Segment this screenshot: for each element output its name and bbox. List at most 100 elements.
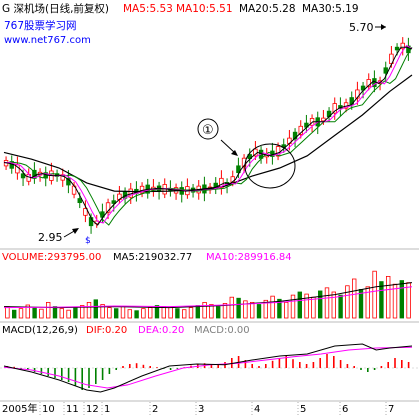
month-label: 10 xyxy=(42,404,55,415)
volume-bar xyxy=(399,280,404,319)
volume-bar xyxy=(18,308,24,319)
volume-bar xyxy=(209,304,214,319)
candle-body xyxy=(400,42,405,50)
volume-bar xyxy=(80,305,85,319)
volume-bar xyxy=(127,309,132,319)
volume-bar xyxy=(236,297,241,319)
breakout-ellipse xyxy=(244,143,296,189)
chart-title: G 深机场(日线,前复权) xyxy=(2,2,109,15)
volume-bar xyxy=(46,301,51,319)
month-label: 12 xyxy=(86,404,99,415)
month-label: 1 xyxy=(104,404,110,415)
volume-bar xyxy=(229,296,234,319)
candle-body xyxy=(292,131,298,140)
volume-bar xyxy=(406,282,411,319)
volume-bar xyxy=(243,300,248,319)
volume-bar xyxy=(324,287,330,319)
volume-bar xyxy=(372,270,377,319)
macd-value: MACD:0.00 xyxy=(194,325,250,336)
volume-bar xyxy=(147,307,153,319)
macd-params: MACD(12,26,9) xyxy=(2,325,78,336)
candle-body xyxy=(20,173,26,179)
volume-bar xyxy=(297,291,302,319)
volume-bar xyxy=(134,310,139,319)
ma30-value: MA30:5.19 xyxy=(302,3,359,15)
volume-bar xyxy=(379,281,384,319)
month-label: 3 xyxy=(198,404,204,415)
candle-body xyxy=(332,103,337,114)
annotation-circle-number: ① xyxy=(202,123,214,138)
candle-body xyxy=(298,125,303,135)
volume-bar xyxy=(290,294,296,319)
price-panel: G 深机场(日线,前复权) MA5:5.53 MA10:5.51 MA20:5.… xyxy=(2,2,413,246)
month-label: 7 xyxy=(388,404,394,415)
watermark-site-name: 767股票学习网 xyxy=(4,19,77,32)
volume-bar xyxy=(195,305,200,319)
ma10-value: MA10:5.51 xyxy=(176,3,233,15)
candle-body xyxy=(275,146,281,157)
volume-bar xyxy=(338,294,343,319)
volume-bar xyxy=(107,307,112,319)
volume-bar xyxy=(277,298,282,319)
ma20-value: MA20:5.28 xyxy=(239,3,296,15)
dif-value: DIF:0.20 xyxy=(86,325,127,336)
volume-bar xyxy=(52,306,58,319)
ma5-line xyxy=(3,46,413,226)
volume-bar xyxy=(59,308,64,319)
volume-bar xyxy=(202,301,207,319)
dea-value: DEA:0.20 xyxy=(138,325,184,336)
ma20-line xyxy=(4,46,413,226)
volume-bar xyxy=(304,293,309,319)
volume-bar xyxy=(345,285,350,319)
volume-bar xyxy=(25,304,30,319)
volume-bar xyxy=(86,301,92,319)
volume-ma10-value: MA10:289916.84 xyxy=(206,252,292,263)
volume-bar xyxy=(249,301,255,319)
volume-bar xyxy=(270,295,275,319)
volume-panel: VOLUME:293795.00 MA5:219032.77 MA10:2899… xyxy=(2,252,413,319)
volume-bar xyxy=(161,306,166,319)
volume-bar xyxy=(11,309,17,319)
candle-body xyxy=(77,198,82,204)
month-label: 2 xyxy=(152,404,158,415)
month-label: 5 xyxy=(300,404,306,415)
annotation-arrow-line xyxy=(220,139,236,154)
candle-body xyxy=(111,200,116,204)
month-label: 6 xyxy=(342,404,348,415)
volume-bar xyxy=(66,309,71,319)
watermark-url: www.net767.com xyxy=(4,35,91,46)
time-axis: 2005年 10 11 12 1 2 3 4 5 6 7 xyxy=(2,402,394,415)
volume-bar xyxy=(114,308,119,319)
volume-bar xyxy=(263,299,268,319)
volume-ma5-value: MA5:219032.77 xyxy=(113,252,192,263)
high-arrow-head-icon xyxy=(381,24,386,30)
low-price-label: 2.95 xyxy=(38,231,63,244)
volume-bar xyxy=(141,308,146,319)
candle-body xyxy=(105,202,111,213)
volume-bar xyxy=(365,286,370,319)
month-label: 2005年 xyxy=(2,402,37,415)
volume-bar xyxy=(283,301,289,319)
volume-bar xyxy=(39,308,44,319)
volume-bar xyxy=(181,309,187,319)
volume-bar xyxy=(120,306,126,319)
volume-bar xyxy=(222,303,228,319)
event-marker-icon: $ xyxy=(85,236,91,246)
dif-line xyxy=(3,343,413,393)
month-labels: 2005年 10 11 12 1 2 3 4 5 6 7 xyxy=(2,402,394,415)
month-grid-lines xyxy=(39,402,387,415)
candle-body xyxy=(394,46,400,51)
dea-line xyxy=(3,346,413,389)
volume-bar xyxy=(100,304,105,319)
volume-value: VOLUME:293795.00 xyxy=(2,252,101,263)
volume-bar xyxy=(351,278,357,319)
volume-bar xyxy=(385,275,391,319)
volume-bar xyxy=(168,307,173,319)
volume-bar xyxy=(317,290,323,319)
volume-bar xyxy=(154,305,160,319)
volume-bar xyxy=(175,308,180,319)
volume-bar xyxy=(5,306,10,319)
